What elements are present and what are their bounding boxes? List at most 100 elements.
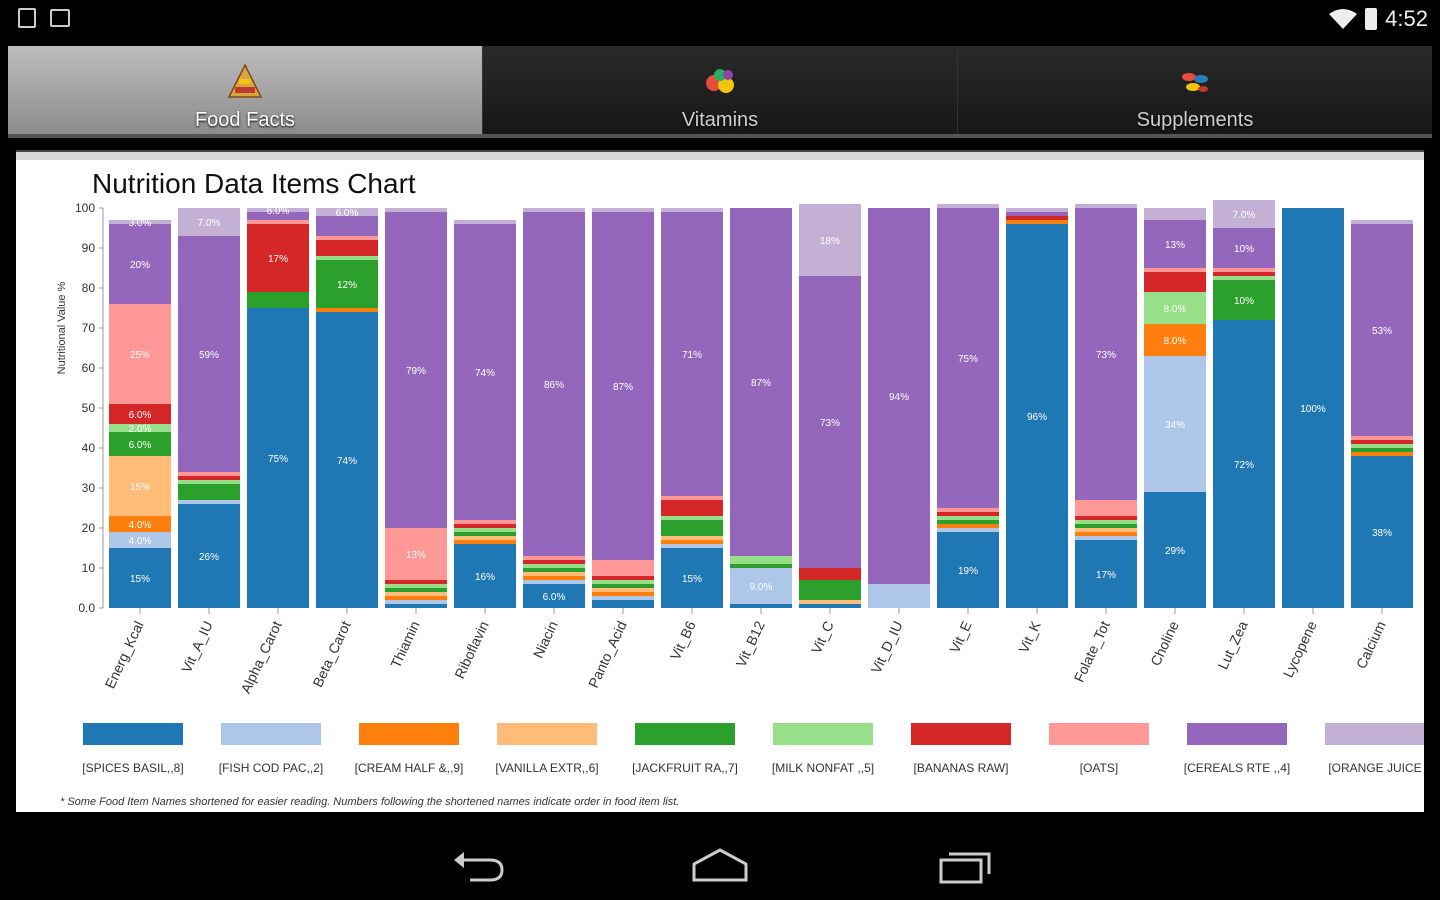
- bar-data-label: 72%: [1234, 460, 1254, 471]
- pills-icon: [1182, 73, 1208, 92]
- x-tick-label: Vit_B6: [667, 618, 699, 662]
- bar-data-label: 8.0%: [1164, 304, 1187, 315]
- bar-segment: [316, 236, 378, 240]
- bar-segment: [385, 212, 447, 528]
- y-tick-label: 30: [82, 481, 96, 495]
- bar-segment: [661, 500, 723, 516]
- bar-segment: [799, 580, 861, 600]
- bar-segment: [385, 600, 447, 604]
- bar-data-label: 29%: [1165, 546, 1185, 557]
- bar-segment: [937, 524, 999, 528]
- tab-divider: [8, 134, 1432, 138]
- bar-segment: [109, 532, 171, 548]
- bar-segment: [937, 508, 999, 512]
- legend-label: [CEREALS RTE ,,4]: [1184, 761, 1290, 775]
- bar-segment: [661, 544, 723, 548]
- legend-label: [SPICES BASIL,,8]: [82, 761, 183, 775]
- bar-segment: [799, 204, 861, 276]
- bar-segment: [385, 592, 447, 596]
- bar-data-label: 16%: [475, 572, 495, 583]
- bar-segment: [316, 260, 378, 308]
- bar-data-label: 6.0%: [129, 410, 152, 421]
- bar-segment: [1351, 440, 1413, 444]
- legend-swatch: [221, 723, 321, 745]
- bar-data-label: 59%: [199, 350, 219, 361]
- bar-segment: [1351, 436, 1413, 440]
- bar-segment: [799, 568, 861, 580]
- bar-segment: [661, 548, 723, 608]
- legend-label: [MILK NONFAT ,,5]: [772, 761, 874, 775]
- bar-segment: [1144, 356, 1206, 492]
- bar-segment: [523, 212, 585, 556]
- bar-data-label: 3.0%: [129, 218, 152, 229]
- tab-vitamins[interactable]: Vitamins: [482, 46, 957, 138]
- bar-segment: [1144, 208, 1206, 220]
- bar-segment: [592, 592, 654, 596]
- bar-data-label: 18%: [820, 236, 840, 247]
- y-tick-label: 40: [82, 441, 96, 455]
- image-icon: [50, 9, 70, 27]
- bar-segment: [592, 212, 654, 560]
- bar-data-label: 15%: [130, 574, 150, 585]
- bar-data-label: 6.0%: [267, 206, 290, 217]
- bar-data-label: 96%: [1027, 412, 1047, 423]
- bar-segment: [178, 208, 240, 236]
- bar-data-label: 17%: [268, 254, 288, 265]
- bar-segment: [1006, 220, 1068, 224]
- bar-segment: [523, 580, 585, 584]
- bar-segment: [454, 540, 516, 544]
- bar-segment: [454, 220, 516, 224]
- tab-food-facts[interactable]: Food Facts: [8, 46, 482, 138]
- recent-apps-icon[interactable]: [935, 846, 995, 886]
- bar-segment: [730, 604, 792, 608]
- home-icon[interactable]: [690, 846, 750, 886]
- legend-swatch: [773, 723, 873, 745]
- bar-data-label: 10%: [1234, 244, 1254, 255]
- bar-segment: [937, 204, 999, 208]
- legend-swatch: [635, 723, 735, 745]
- x-tick-label: Riboflavin: [451, 619, 491, 681]
- legend-swatch: [359, 723, 459, 745]
- bar-segment: [247, 224, 309, 292]
- bar-segment: [1075, 520, 1137, 524]
- bar-data-label: 71%: [682, 350, 702, 361]
- bar-segment: [1075, 204, 1137, 208]
- bar-segment: [523, 572, 585, 576]
- bar-segment: [937, 532, 999, 608]
- x-tick-label: Calcium: [1353, 619, 1389, 672]
- tab-label: Supplements: [1136, 109, 1254, 131]
- bar-segment: [1282, 208, 1344, 608]
- bar-segment: [178, 236, 240, 472]
- bar-segment: [661, 496, 723, 500]
- y-tick-label: 60: [82, 361, 96, 375]
- bar-segment: [109, 424, 171, 432]
- sim-card-icon: [18, 8, 36, 28]
- x-tick-label: Vit_K: [1015, 618, 1044, 655]
- x-tick-label: Lycopene: [1280, 618, 1320, 680]
- bar-segment: [730, 556, 792, 564]
- bar-segment: [454, 224, 516, 520]
- bar-data-label: 86%: [544, 380, 564, 391]
- bar-segment: [661, 212, 723, 496]
- bar-segment: [592, 580, 654, 584]
- tab-supplements[interactable]: Supplements: [957, 46, 1432, 138]
- bar-segment: [1351, 452, 1413, 456]
- bar-segment: [937, 528, 999, 532]
- bar-data-label: 12%: [337, 280, 357, 291]
- back-icon[interactable]: [450, 846, 510, 886]
- bar-segment: [730, 208, 792, 556]
- bar-data-label: 6.0%: [336, 208, 359, 219]
- bar-segment: [178, 472, 240, 476]
- status-right-icons: 4:52: [1329, 6, 1428, 32]
- bar-data-label: 87%: [613, 382, 633, 393]
- x-tick-label: Vit_D_IU: [868, 619, 906, 676]
- bar-segment: [661, 520, 723, 536]
- bar-segment: [316, 312, 378, 608]
- bar-data-label: 73%: [820, 418, 840, 429]
- bar-segment: [1144, 220, 1206, 268]
- tab-label: Vitamins: [681, 109, 759, 131]
- bar-segment: [109, 224, 171, 304]
- y-axis-label: Nutritional Value %: [56, 281, 68, 374]
- bar-data-label: 8.0%: [1164, 336, 1187, 347]
- bar-segment: [178, 476, 240, 480]
